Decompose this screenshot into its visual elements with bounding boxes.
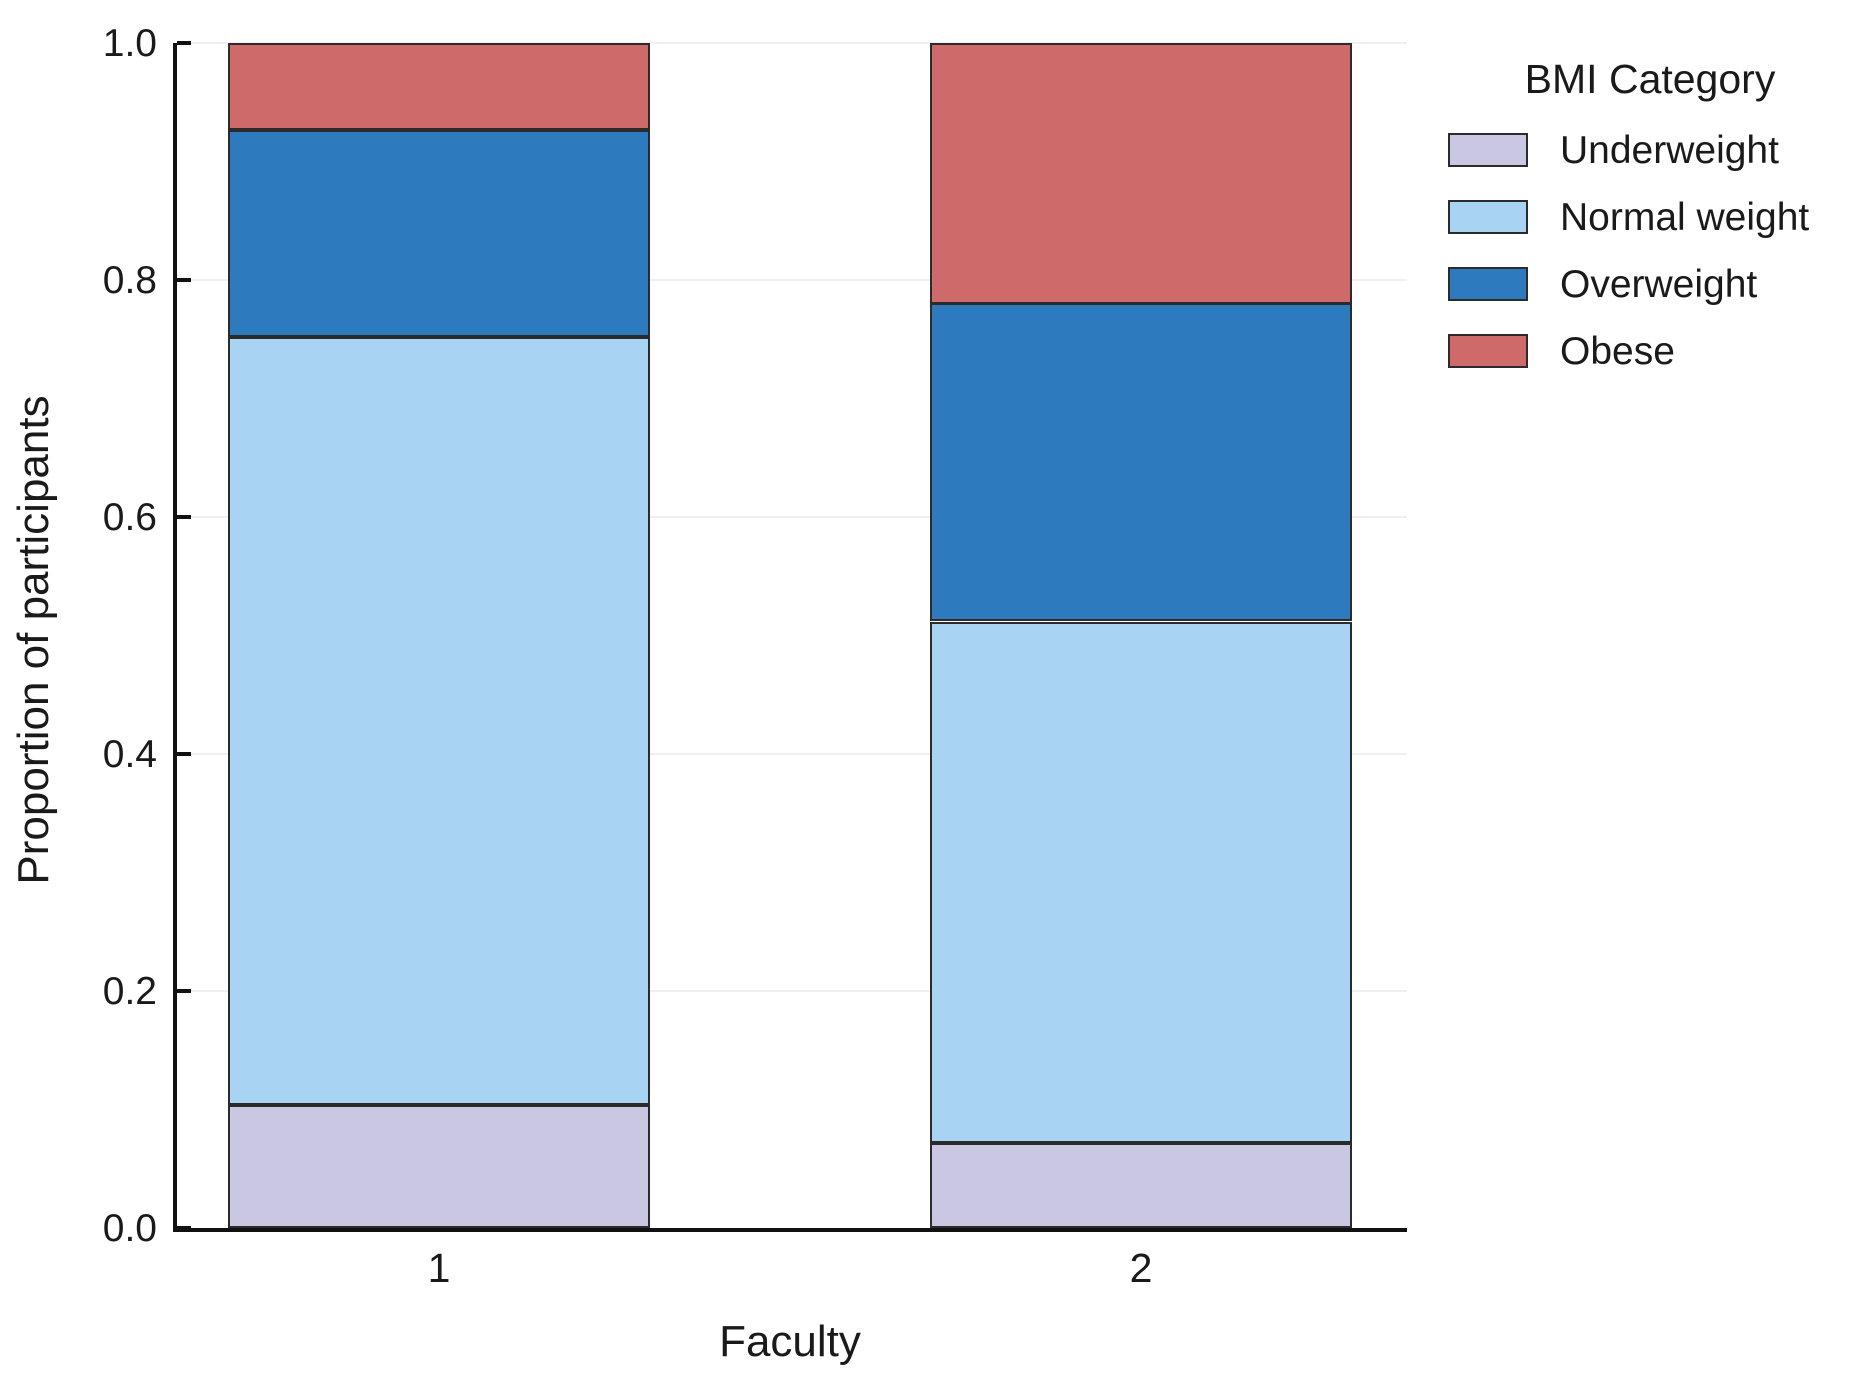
segment-normal-weight-faculty-2 [930, 622, 1352, 1143]
gridline-y-1.0 [177, 42, 1407, 44]
legend: BMI Category Underweight Normal weight Ove… [1448, 54, 1852, 373]
y-tick-label-0.6: 0.6 [102, 496, 157, 539]
segment-obese-faculty-2 [930, 43, 1352, 304]
segment-overweight-faculty-1 [228, 130, 650, 337]
bar-faculty-1 [228, 43, 650, 1228]
segment-underweight-faculty-1 [228, 1105, 650, 1228]
gridline-y-0.8 [177, 279, 1407, 281]
legend-item-obese: Obese [1448, 329, 1852, 373]
segment-overweight-faculty-2 [930, 303, 1352, 621]
segment-underweight-faculty-2 [930, 1143, 1352, 1228]
gridline-y-0.6 [177, 516, 1407, 518]
segment-normal-weight-faculty-1 [228, 337, 650, 1105]
legend-item-normal-weight: Normal weight [1448, 195, 1852, 239]
y-tick-label-0.0: 0.0 [102, 1207, 157, 1250]
y-tick-mark-0.6 [177, 515, 191, 519]
legend-swatch-overweight [1448, 267, 1528, 301]
legend-label-normal-weight: Normal weight [1560, 195, 1810, 239]
y-tick-mark-1.0 [177, 41, 191, 45]
legend-swatch-obese [1448, 334, 1528, 368]
legend-swatch-underweight [1448, 133, 1528, 167]
y-tick-label-1.0: 1.0 [102, 22, 157, 65]
bar-faculty-2 [930, 43, 1352, 1228]
legend-item-underweight: Underweight [1448, 128, 1852, 172]
y-tick-mark-0.2 [177, 989, 191, 993]
legend-label-overweight: Overweight [1560, 262, 1758, 306]
y-tick-mark-0.4 [177, 752, 191, 756]
segment-obese-faculty-1 [228, 43, 650, 130]
x-axis-label: Faculty [719, 1317, 861, 1366]
y-axis-label: Proportion of participants [9, 395, 58, 885]
y-tick-mark-0.0 [177, 1226, 191, 1230]
legend-swatch-normal-weight [1448, 200, 1528, 234]
gridline-y-0.4 [177, 753, 1407, 755]
y-tick-label-0.2: 0.2 [102, 970, 157, 1013]
legend-label-underweight: Underweight [1560, 128, 1779, 172]
legend-title: BMI Category [1524, 56, 1776, 102]
gridline-y-0.2 [177, 990, 1407, 992]
legend-item-overweight: Overweight [1448, 262, 1852, 306]
x-tick-label-2: 2 [1129, 1245, 1153, 1291]
y-tick-label-0.8: 0.8 [102, 259, 157, 302]
legend-label-obese: Obese [1560, 329, 1675, 373]
x-tick-label-1: 1 [427, 1245, 451, 1291]
plot-area [173, 41, 1407, 1232]
y-tick-mark-0.8 [177, 278, 191, 282]
y-tick-label-0.4: 0.4 [102, 733, 157, 776]
